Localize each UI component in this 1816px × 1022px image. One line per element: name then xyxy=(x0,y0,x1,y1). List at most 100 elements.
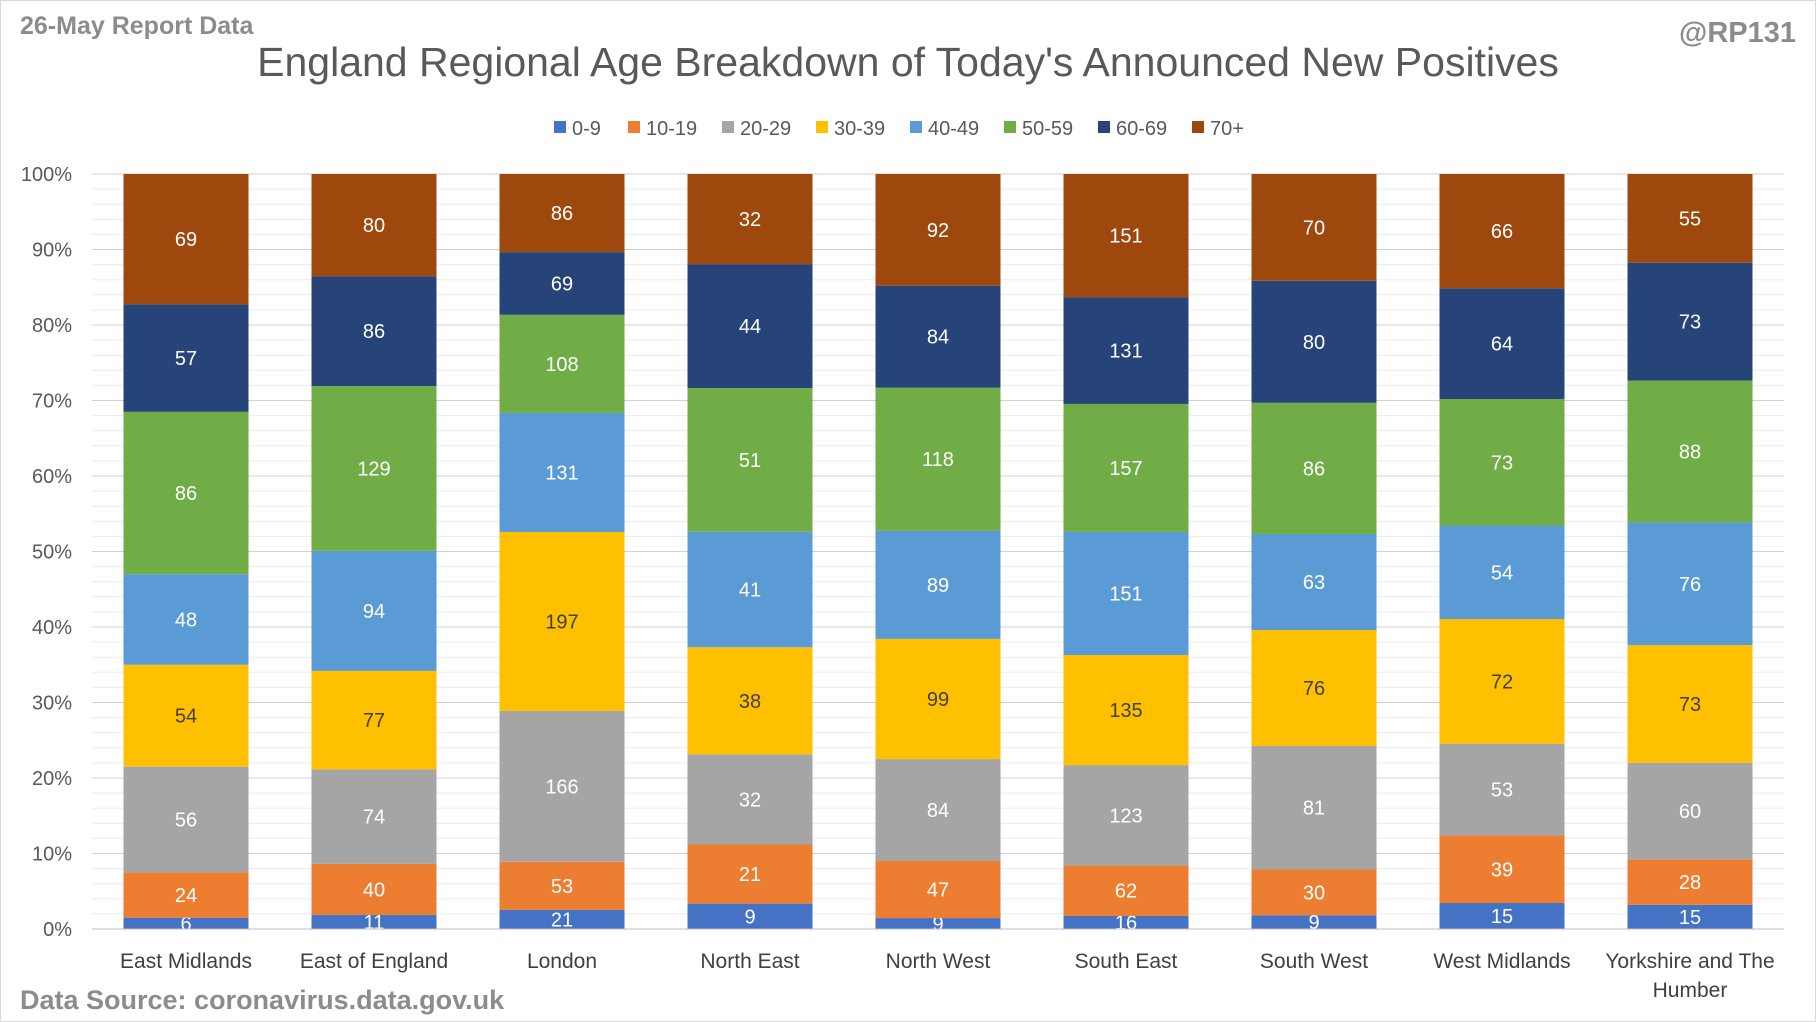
bar-segment xyxy=(1439,288,1565,400)
bar-segment xyxy=(123,304,249,412)
bar-segment xyxy=(311,550,437,671)
data-label: 54 xyxy=(1491,562,1513,584)
bar-segment xyxy=(123,574,249,665)
data-label: 151 xyxy=(1109,583,1142,605)
data-label: 123 xyxy=(1109,805,1142,827)
bar-segment xyxy=(123,872,249,918)
data-label: 166 xyxy=(545,776,578,798)
y-tick-label: 50% xyxy=(32,542,72,564)
bar-segment xyxy=(875,530,1001,639)
bar-segment xyxy=(1439,619,1565,744)
legend-swatch xyxy=(816,121,828,133)
data-label: 9 xyxy=(1308,912,1319,934)
legend-swatch xyxy=(1192,121,1204,133)
data-label: 9 xyxy=(744,906,755,928)
bar-segment xyxy=(499,412,625,532)
bar-segment xyxy=(499,252,625,315)
bar-segment xyxy=(499,314,625,413)
bar-segment xyxy=(1251,402,1377,534)
data-label: 77 xyxy=(363,710,385,732)
bar-segment xyxy=(687,754,813,845)
legend-label: 10-19 xyxy=(646,118,697,140)
data-label: 86 xyxy=(175,483,197,505)
legend-swatch xyxy=(910,121,922,133)
y-tick-label: 30% xyxy=(32,693,72,715)
bar-segment xyxy=(499,531,625,711)
bar-segment xyxy=(1627,380,1753,523)
data-label: 74 xyxy=(363,807,385,829)
data-label: 66 xyxy=(1491,221,1513,243)
data-label: 55 xyxy=(1679,208,1701,230)
bar-segment xyxy=(311,769,437,864)
x-axis: East Midlands East of England London North … xyxy=(92,928,1784,1002)
bar-segment xyxy=(1063,531,1189,656)
x-tick-label: South East xyxy=(1075,950,1178,973)
bar-segment xyxy=(687,844,813,904)
bar-segment xyxy=(687,647,813,755)
data-label: 86 xyxy=(1303,458,1325,480)
bar-segment xyxy=(687,174,813,265)
data-label: 60 xyxy=(1679,801,1701,823)
bar-segment xyxy=(1063,765,1189,866)
bar-segment xyxy=(499,710,625,862)
legend-swatch xyxy=(628,121,640,133)
data-label: 86 xyxy=(363,321,385,343)
y-tick-label: 90% xyxy=(32,240,72,262)
bar-segment xyxy=(875,285,1001,388)
bar-segment xyxy=(123,664,249,767)
data-label: 15 xyxy=(1679,907,1701,929)
data-label: 84 xyxy=(927,800,949,822)
legend-swatch xyxy=(722,121,734,133)
chart-title: England Regional Age Breakdown of Today'… xyxy=(257,39,1559,85)
data-label: 21 xyxy=(739,864,761,886)
data-label: 70 xyxy=(1303,217,1325,239)
bar-segment xyxy=(311,670,437,770)
bar-segment xyxy=(1251,280,1377,403)
data-label: 92 xyxy=(927,220,949,242)
bar-segment xyxy=(1063,915,1189,929)
y-tick-label: 70% xyxy=(32,391,72,413)
bar-segment xyxy=(1251,745,1377,870)
data-label: 30 xyxy=(1303,882,1325,904)
y-tick-label: 0% xyxy=(43,919,72,941)
legend-swatch xyxy=(1098,121,1110,133)
bar-segment xyxy=(123,766,249,873)
data-label: 76 xyxy=(1679,574,1701,596)
bar-segment xyxy=(1627,262,1753,381)
legend-swatch xyxy=(554,121,566,133)
data-label: 11 xyxy=(364,912,385,934)
data-label: 69 xyxy=(175,229,197,251)
data-source-label: Data Source: coronavirus.data.gov.uk xyxy=(20,985,505,1015)
y-tick-label: 60% xyxy=(32,466,72,488)
bar-segment xyxy=(1063,174,1189,298)
bar-segment xyxy=(1063,865,1189,916)
data-label: 63 xyxy=(1303,572,1325,594)
data-label: 57 xyxy=(175,348,197,370)
bar-segment xyxy=(1251,869,1377,916)
data-label: 88 xyxy=(1679,441,1701,463)
bar-segment xyxy=(687,388,813,532)
data-label: 24 xyxy=(175,885,197,907)
bar-segment xyxy=(1439,835,1565,904)
data-label: 84 xyxy=(927,327,949,349)
x-tick-label: East of England xyxy=(300,950,448,973)
data-label: 53 xyxy=(551,876,573,898)
data-label: 21 xyxy=(551,909,573,931)
bar-segment xyxy=(875,387,1001,531)
bar-segment xyxy=(499,174,625,253)
data-label: 131 xyxy=(545,462,578,484)
bars: 6 24 56 54 48 86 57 69 11 40 74 77 94 129 86 80 21 53 166 1… xyxy=(123,174,1753,936)
bar-segment xyxy=(1627,904,1753,929)
data-label: 76 xyxy=(1303,678,1325,700)
data-label: 108 xyxy=(545,354,578,376)
legend-label: 50-59 xyxy=(1022,118,1073,140)
y-tick-label: 40% xyxy=(32,617,72,639)
data-label: 32 xyxy=(739,789,761,811)
bar-segment xyxy=(1627,174,1753,263)
x-tick-label: North East xyxy=(700,950,799,973)
bar-segment xyxy=(1063,655,1189,766)
legend-label: 30-39 xyxy=(834,118,885,140)
bar-segment xyxy=(1251,533,1377,631)
data-label: 15 xyxy=(1491,906,1513,928)
data-label: 197 xyxy=(545,611,578,633)
